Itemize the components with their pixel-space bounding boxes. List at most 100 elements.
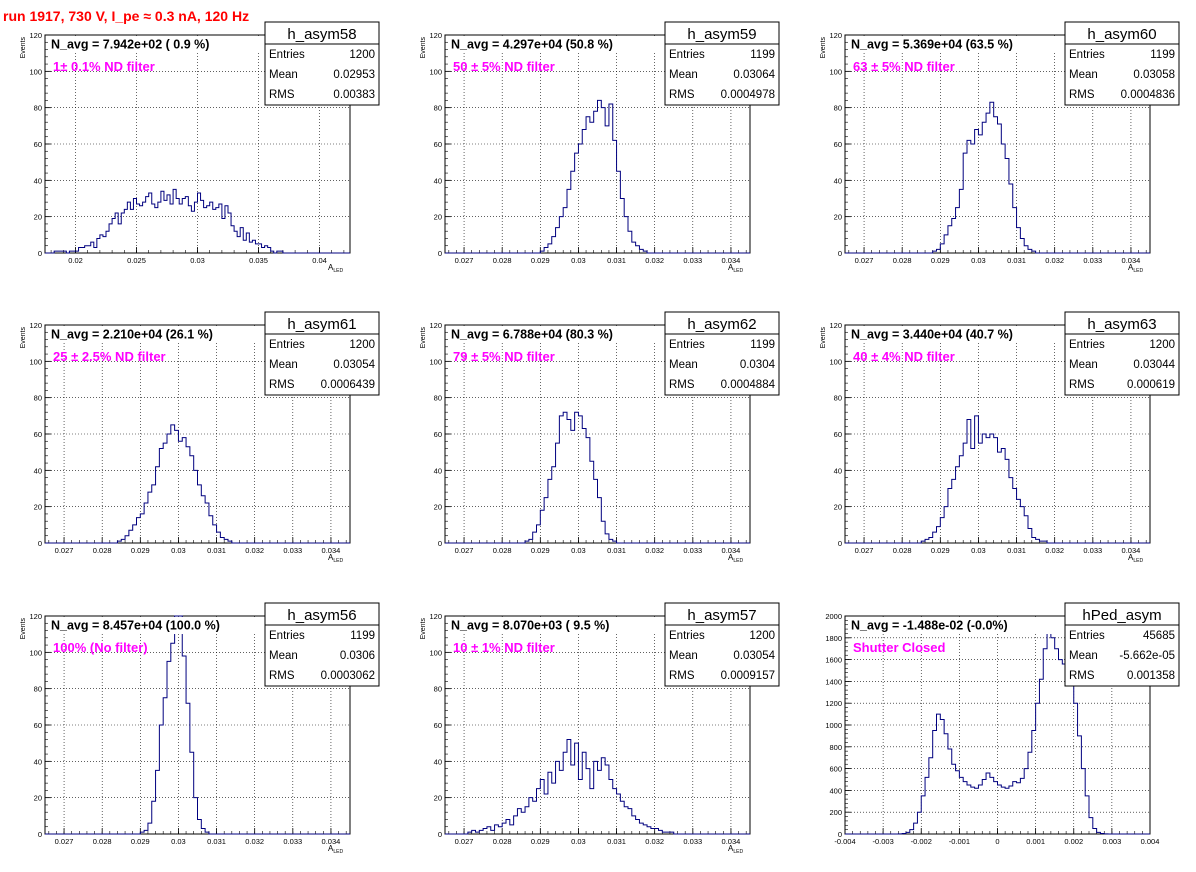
x-axis-title-subscript: LED [333, 849, 343, 855]
x-tick-label: 0.027 [55, 837, 74, 846]
stats-box-histogram-name: h_asym62 [687, 316, 756, 333]
x-tick-label: 0.029 [531, 256, 550, 265]
stats-box-frame [264, 311, 380, 396]
histogram-panel-h_asym59: 0.027 0.028 0.029 0.03 0.031 0.032 0.033 0.034 0… [420, 21, 780, 274]
stats-box-frame [1064, 311, 1180, 396]
stats-box: h_asym56 Entries 1199 Mean 0.0306 RMS 0.000306… [264, 602, 380, 687]
x-tick-label: 0.033 [283, 546, 302, 555]
histogram-series [445, 99, 750, 254]
y-tick-label: 120 [429, 31, 442, 40]
stats-label: RMS [1069, 89, 1095, 101]
y-tick-label: 0 [838, 830, 842, 839]
stats-box-histogram-name: h_asym59 [687, 26, 756, 43]
stats-label: Entries [269, 339, 305, 351]
stats-box-histogram-name: h_asym61 [287, 316, 356, 333]
filter-annotation: Shutter Closed [853, 640, 946, 655]
x-axis-title: ALED [728, 553, 743, 564]
stats-value: 0.03064 [733, 69, 775, 81]
stats-label: RMS [269, 670, 295, 682]
navg-title: N_avg = 3.440e+04 (40.7 %) [851, 328, 1013, 342]
stats-value: 0.03054 [733, 650, 775, 662]
stats-value: 0.02953 [333, 69, 375, 81]
navg-title-box: N_avg = 8.457e+04 (100.0 %) [48, 617, 264, 634]
x-tick-label: 0.03 [171, 546, 186, 555]
navg-title: N_avg = 4.297e+04 (50.8 %) [451, 38, 613, 52]
y-tick-label: 20 [34, 503, 42, 512]
stats-box-frame [264, 602, 380, 687]
histogram-series [845, 415, 1150, 544]
x-tick-label: 0.025 [127, 256, 146, 265]
navg-title-background [448, 617, 664, 634]
stats-label: RMS [669, 379, 695, 391]
x-tick-label: 0.028 [493, 256, 512, 265]
x-tick-label: -0.004 [834, 837, 855, 846]
y-tick-label: 2000 [825, 612, 842, 621]
x-axis-title-subscript: LED [733, 268, 743, 274]
navg-title-background [48, 36, 264, 53]
y-tick-label: 100 [829, 67, 842, 76]
x-tick-label: 0.034 [722, 256, 741, 265]
x-axis-title-subscript: LED [333, 268, 343, 274]
x-tick-label: 0.033 [683, 256, 702, 265]
stats-box-frame [1064, 602, 1180, 687]
y-tick-label: 40 [434, 757, 442, 766]
y-tick-label: 0 [38, 249, 42, 258]
stats-value: 0.001358 [1127, 670, 1175, 682]
navg-title-box: N_avg = 2.210e+04 (26.1 %) [48, 326, 264, 343]
x-tick-label: 0.027 [455, 546, 474, 555]
navg-title-background [448, 326, 664, 343]
y-tick-label: 100 [429, 648, 442, 657]
x-tick-label: 0.029 [131, 837, 150, 846]
stats-value: 0.00383 [333, 89, 375, 101]
x-tick-label: 0.03 [971, 256, 986, 265]
x-tick-label: 0.027 [455, 256, 474, 265]
stats-value: 1200 [1149, 339, 1175, 351]
x-tick-label: 0.028 [893, 546, 912, 555]
y-tick-label: 100 [429, 357, 442, 366]
x-tick-label: 0.028 [493, 546, 512, 555]
x-tick-label: 0.031 [207, 837, 226, 846]
y-axis-title: Events [420, 37, 427, 59]
y-axis-title: Events [20, 618, 27, 640]
y-tick-label: 0 [438, 539, 442, 548]
stats-box: h_asym58 Entries 1200 Mean 0.02953 RMS 0.00383 [264, 21, 380, 106]
y-tick-label: 1600 [825, 656, 842, 665]
x-tick-label: 0.002 [1064, 837, 1083, 846]
navg-title-background [448, 36, 664, 53]
stats-label: Mean [269, 650, 298, 662]
y-tick-label: 100 [829, 357, 842, 366]
y-tick-label: 20 [34, 794, 42, 803]
x-tick-label: 0.034 [722, 546, 741, 555]
x-tick-label: 0.04 [312, 256, 327, 265]
stats-label: Mean [669, 359, 698, 371]
x-axis-title-subscript: LED [733, 558, 743, 564]
stats-box-histogram-name: h_asym57 [687, 607, 756, 624]
stats-value: 0.000619 [1127, 379, 1175, 391]
y-tick-label: 40 [34, 176, 42, 185]
stats-box-frame [664, 21, 780, 106]
x-tick-label: 0.035 [249, 256, 268, 265]
histogram-series [845, 626, 1150, 835]
histogram-panel-h_asym61: 0.027 0.028 0.029 0.03 0.031 0.032 0.033 0.034 0… [20, 311, 380, 564]
x-tick-label: 0.034 [322, 546, 341, 555]
y-tick-label: 100 [29, 67, 42, 76]
y-tick-label: 20 [434, 213, 442, 222]
stats-label: Mean [669, 650, 698, 662]
navg-title-background [48, 326, 264, 343]
y-tick-label: 80 [834, 104, 842, 113]
filter-annotation: 1± 0.1% ND filter [53, 59, 155, 74]
stats-box-frame [664, 602, 780, 687]
histogram-panel-h_asym63: 0.027 0.028 0.029 0.03 0.031 0.032 0.033 0.034 0… [820, 311, 1180, 564]
stats-label: RMS [269, 89, 295, 101]
x-tick-label: 0.033 [283, 837, 302, 846]
y-axis-title: Events [20, 327, 27, 349]
y-tick-label: 1800 [825, 634, 842, 643]
y-tick-label: 60 [34, 721, 42, 730]
x-tick-label: 0.03 [171, 837, 186, 846]
x-tick-label: 0.031 [607, 837, 626, 846]
x-tick-label: 0.033 [1083, 546, 1102, 555]
y-tick-label: 800 [829, 743, 842, 752]
stats-value: 0.0004884 [721, 379, 776, 391]
x-tick-label: 0.032 [1045, 546, 1064, 555]
stats-box: h_asym60 Entries 1199 Mean 0.03058 RMS 0.00048… [1064, 21, 1180, 106]
